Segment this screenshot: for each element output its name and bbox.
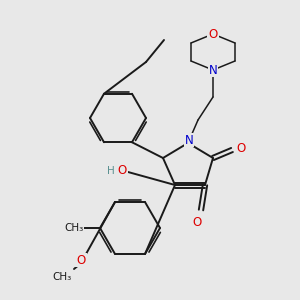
- Text: O: O: [76, 254, 85, 266]
- Text: N: N: [184, 134, 194, 146]
- Text: O: O: [192, 215, 202, 229]
- Text: N: N: [208, 64, 217, 76]
- Text: CH₃: CH₃: [52, 272, 72, 282]
- Text: CH₃: CH₃: [64, 223, 84, 233]
- Text: O: O: [208, 28, 217, 40]
- Text: O: O: [117, 164, 127, 178]
- Text: O: O: [236, 142, 246, 154]
- Text: H: H: [107, 166, 115, 176]
